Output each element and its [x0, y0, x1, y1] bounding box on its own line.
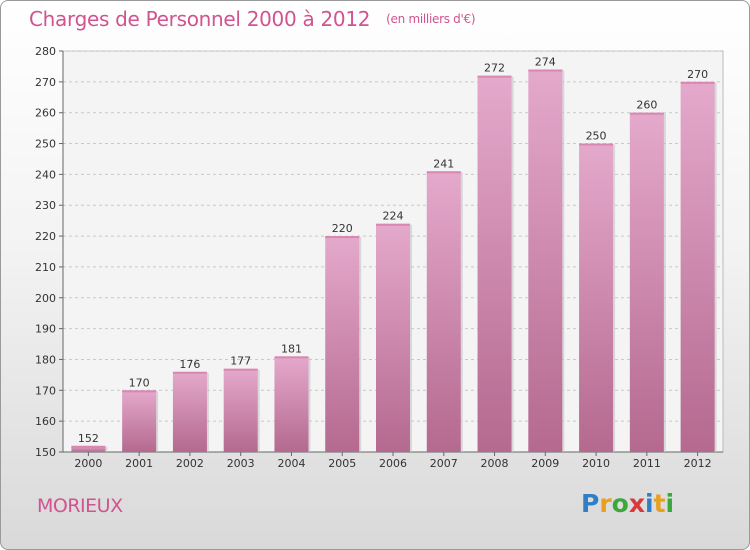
- bar-top: [325, 236, 360, 239]
- bar-top: [376, 223, 410, 226]
- chart-title: Charges de Personnel 2000 à 2012: [29, 7, 371, 31]
- logo-letter: P: [581, 489, 600, 518]
- x-tick-label: 2000: [74, 457, 102, 470]
- x-tick-label: 2001: [125, 457, 153, 470]
- y-tick-label: 210: [35, 261, 56, 274]
- chart-title-block: Charges de Personnel 2000 à 2012 (en mill…: [29, 7, 476, 31]
- data-label: 224: [383, 210, 404, 223]
- y-tick-label: 180: [35, 353, 56, 366]
- y-tick-label: 280: [35, 45, 56, 58]
- x-tick-label: 2005: [328, 457, 356, 470]
- bar-top: [71, 445, 106, 448]
- proxiti-logo: Proxiti: [581, 489, 674, 518]
- x-tick-label: 2004: [277, 457, 305, 470]
- data-label: 181: [281, 342, 302, 355]
- bar: [274, 356, 309, 452]
- data-label: 170: [129, 376, 150, 389]
- x-tick-label: 2007: [430, 457, 458, 470]
- data-label: 272: [484, 62, 505, 75]
- bar-top: [172, 371, 207, 374]
- x-tick-label: 2008: [481, 457, 509, 470]
- bar-top: [274, 356, 309, 359]
- bar: [223, 368, 258, 452]
- logo-letter: i: [665, 489, 675, 518]
- x-tick-label: 2003: [227, 457, 255, 470]
- bar: [325, 236, 360, 452]
- bar: [629, 112, 664, 452]
- logo-letter: x: [628, 489, 645, 518]
- x-tick-label: 2006: [379, 457, 407, 470]
- data-label: 220: [332, 222, 353, 235]
- y-tick-label: 270: [35, 76, 56, 89]
- y-tick-label: 260: [35, 107, 56, 120]
- bar-top: [528, 69, 563, 72]
- data-label: 260: [636, 99, 657, 112]
- x-tick-label: 2011: [633, 457, 661, 470]
- bar-top: [223, 368, 258, 371]
- chart-subtitle: (en milliers d'€): [386, 12, 476, 26]
- logo-letter: r: [599, 489, 612, 518]
- bar: [376, 223, 410, 452]
- logo-letter: t: [653, 489, 666, 518]
- x-tick-label: 2002: [176, 457, 204, 470]
- logo-letter: i: [645, 489, 654, 518]
- bar: [172, 371, 207, 452]
- data-label: 250: [586, 130, 607, 143]
- logo-letter: o: [611, 489, 629, 518]
- y-tick-label: 250: [35, 138, 56, 151]
- data-label: 176: [179, 358, 200, 371]
- data-label: 274: [535, 56, 556, 69]
- y-tick-label: 240: [35, 168, 56, 181]
- y-tick-label: 170: [35, 384, 56, 397]
- x-tick-label: 2012: [684, 457, 712, 470]
- bar-top: [477, 75, 512, 78]
- y-tick-label: 190: [35, 323, 56, 336]
- bar-top: [680, 81, 715, 84]
- bar-top: [426, 171, 461, 174]
- y-tick-label: 220: [35, 230, 56, 243]
- data-label: 177: [230, 355, 251, 368]
- data-label: 152: [78, 432, 99, 445]
- x-tick-label: 2010: [582, 457, 610, 470]
- bar: [528, 69, 563, 452]
- bar: [477, 75, 512, 452]
- y-tick-label: 230: [35, 199, 56, 212]
- bar-top: [579, 143, 614, 146]
- bar: [122, 390, 157, 452]
- bar-top: [629, 112, 664, 115]
- data-label: 241: [433, 157, 454, 170]
- y-tick-label: 160: [35, 415, 56, 428]
- x-tick-label: 2009: [531, 457, 559, 470]
- bar: [71, 445, 106, 452]
- data-label: 270: [687, 68, 708, 81]
- bar: [426, 171, 461, 453]
- y-tick-label: 150: [35, 446, 56, 459]
- y-tick-label: 200: [35, 292, 56, 305]
- bar: [579, 143, 614, 453]
- bar-top: [122, 390, 157, 393]
- commune-name: MORIEUX: [37, 495, 123, 517]
- bar: [680, 81, 715, 452]
